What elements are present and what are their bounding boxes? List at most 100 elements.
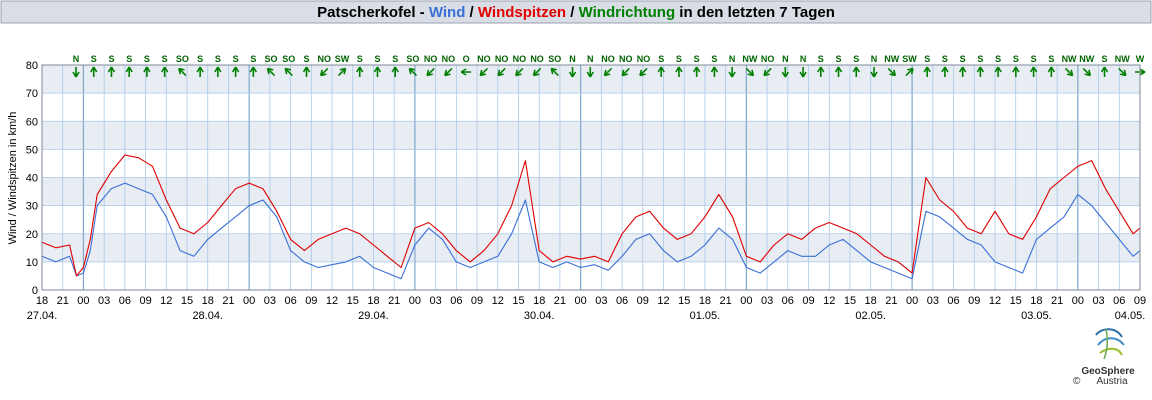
- direction-label: S: [144, 54, 150, 64]
- direction-arrow-icon: [887, 67, 897, 77]
- x-tick-label: 12: [989, 295, 1001, 307]
- direction-arrow-icon: [1082, 67, 1092, 77]
- geosphere-emblem-icon: [1095, 328, 1125, 360]
- direction-label: S: [995, 54, 1001, 64]
- direction-label: NO: [761, 54, 775, 64]
- x-tick-label: 06: [1113, 295, 1125, 307]
- x-tick-label: 12: [823, 295, 835, 307]
- y-tick-label: 80: [26, 60, 38, 72]
- direction-label: W: [1136, 54, 1145, 64]
- direction-arrow-icon: [675, 66, 683, 77]
- x-tick-label: 00: [575, 295, 587, 307]
- direction-arrow-icon: [426, 67, 435, 77]
- direction-arrow-shape: [284, 67, 293, 77]
- direction-arrow-icon: [799, 67, 807, 78]
- x-tick-label: 18: [699, 295, 711, 307]
- direction-arrow-shape: [994, 66, 1002, 77]
- x-tick-label: 18: [367, 295, 379, 307]
- direction-label: S: [711, 54, 717, 64]
- title-gusts: Windspitzen: [478, 4, 566, 21]
- background-bands: [42, 65, 1140, 262]
- direction-arrow-icon: [479, 67, 488, 77]
- direction-arrow-icon: [639, 67, 648, 77]
- direction-label: O: [463, 54, 470, 64]
- direction-arrow-shape: [356, 66, 364, 77]
- direction-arrow-shape: [408, 67, 418, 77]
- direction-label: SO: [265, 54, 278, 64]
- direction-label: S: [836, 54, 842, 64]
- date-label: 01.05.: [690, 310, 721, 322]
- direction-label: S: [676, 54, 682, 64]
- direction-label: NW: [742, 54, 757, 64]
- direction-label: S: [1031, 54, 1037, 64]
- x-tick-label: 12: [492, 295, 504, 307]
- x-tick-label: 06: [782, 295, 794, 307]
- direction-arrow-shape: [1047, 66, 1056, 77]
- x-tick-label: 15: [844, 295, 856, 307]
- direction-arrow-icon: [302, 66, 311, 77]
- y-tick-label: 40: [26, 173, 38, 185]
- logo-name: GeoSphere: [1081, 366, 1135, 377]
- direction-arrow-shape: [72, 67, 80, 78]
- direction-arrow-shape: [160, 66, 169, 77]
- y-tick-label: 20: [26, 229, 38, 241]
- direction-arrow-icon: [941, 66, 949, 77]
- direction-arrow-shape: [603, 67, 613, 77]
- logo-country: Austria: [1096, 376, 1128, 387]
- direction-arrow-shape: [1029, 66, 1038, 77]
- x-tick-label: 15: [512, 295, 524, 307]
- direction-arrow-icon: [817, 66, 825, 77]
- direction-label: NW: [1115, 54, 1130, 64]
- x-tick-label: 18: [202, 295, 214, 307]
- x-tick-labels: 18 21 00 03 06 09 12 15 18 21 00 03 06 09 12 15 18 21 00 03…: [36, 295, 1146, 307]
- direction-arrow-icon: [923, 66, 931, 77]
- direction-arrow-shape: [905, 67, 914, 77]
- x-tick-label: 09: [968, 295, 980, 307]
- title-wind: Wind: [429, 4, 466, 21]
- x-tick-label: 09: [139, 295, 151, 307]
- direction-label: SW: [902, 54, 917, 64]
- direction-arrow-icon: [391, 66, 399, 77]
- series-line-wind: [41, 182, 1141, 280]
- date-label: 27.04.: [27, 310, 58, 322]
- direction-arrow-shape: [586, 67, 594, 78]
- direction-arrow-shape: [1100, 66, 1109, 77]
- x-tick-label: 18: [533, 295, 545, 307]
- x-tick-label: 21: [720, 295, 732, 307]
- direction-label: NO: [513, 54, 527, 64]
- wind-direction-row: N S S S S S SO S S S S SO SO S NO SW S S S SO NO NO O NO NO NO NO S…: [72, 54, 1146, 78]
- y-tick-label: 30: [26, 201, 38, 213]
- x-tick-label: 03: [98, 295, 110, 307]
- direction-label: S: [304, 54, 310, 64]
- series-lines: [41, 154, 1141, 280]
- direction-arrow-shape: [214, 66, 222, 77]
- direction-arrow-icon: [763, 67, 772, 77]
- direction-label: NO: [495, 54, 509, 64]
- direction-arrow-shape: [799, 67, 807, 78]
- direction-label: S: [942, 54, 948, 64]
- x-tick-label: 03: [429, 295, 441, 307]
- date-label: 03.05.: [1021, 310, 1052, 322]
- date-label: 29.04.: [358, 310, 389, 322]
- direction-arrow-icon: [745, 67, 755, 77]
- direction-arrow-icon: [497, 67, 506, 77]
- y-tick-label: 10: [26, 257, 38, 269]
- direction-label: S: [250, 54, 256, 64]
- direction-arrow-shape: [852, 66, 860, 77]
- direction-arrow-icon: [266, 67, 276, 77]
- plot-frame: [41, 64, 1141, 291]
- date-label: 28.04.: [192, 310, 223, 322]
- direction-arrow-shape: [675, 66, 683, 77]
- direction-label: NO: [601, 54, 615, 64]
- direction-label: SW: [335, 54, 350, 64]
- direction-arrow-shape: [834, 66, 843, 77]
- direction-arrow-icon: [143, 66, 151, 77]
- direction-arrow-icon: [319, 67, 329, 77]
- direction-arrow-icon: [444, 67, 453, 77]
- y-tick-labels: 0 10 20 30 40 50 60 70 80: [26, 60, 38, 297]
- direction-label: S: [233, 54, 239, 64]
- direction-arrow-icon: [408, 67, 418, 77]
- direction-label: S: [1102, 54, 1108, 64]
